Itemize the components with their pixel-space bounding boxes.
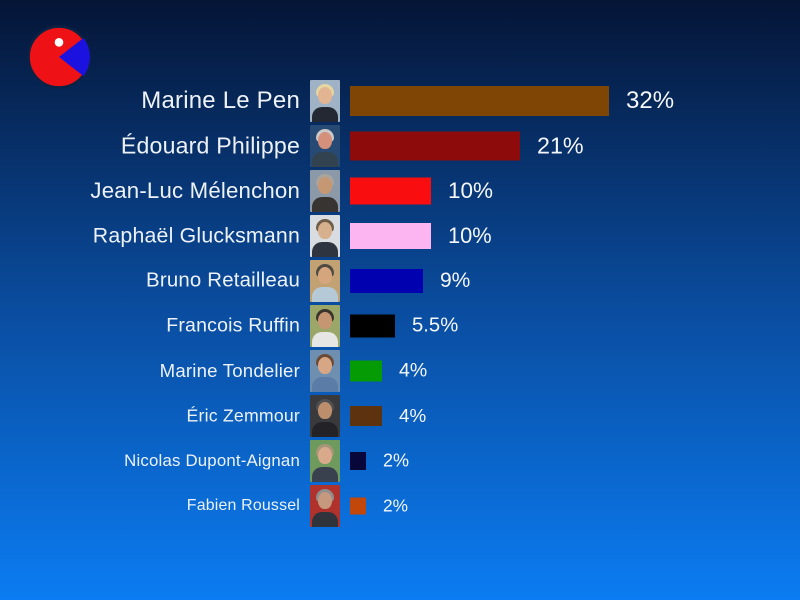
candidate-name: Marine Le Pen (141, 87, 300, 114)
candidate-photo (310, 485, 340, 527)
poll-value-label: 32% (626, 87, 675, 114)
photo-shoulders (312, 377, 338, 392)
poll-value-label: 9% (440, 269, 471, 292)
photo-face (318, 177, 332, 194)
poll-value-label: 21% (537, 132, 584, 159)
candidate-name: Fabien Roussel (186, 497, 300, 514)
photo-face (318, 402, 332, 419)
poll-value-label: 2% (383, 450, 410, 471)
photo-face (318, 87, 332, 104)
candidate-name: Raphaël Glucksmann (92, 223, 300, 248)
candidate-name: Jean-Luc Mélenchon (90, 178, 300, 203)
poll-value-label: 4% (399, 359, 428, 382)
poll-value-label: 2% (383, 495, 408, 516)
candidate-name: Éric Zemmour (186, 405, 300, 426)
poll-bar (350, 177, 431, 205)
poll-row: Marine Tondelier 4% (0, 348, 800, 394)
poll-row: Jean-Luc Mélenchon 10% (0, 168, 800, 214)
candidate-name: Bruno Retailleau (146, 269, 300, 292)
poll-row: Bruno Retailleau 9% (0, 258, 800, 304)
candidate-name: Édouard Philippe (120, 132, 300, 159)
poll-bar (350, 406, 382, 426)
candidate-name: Nicolas Dupont-Aignan (124, 451, 300, 470)
photo-face (318, 447, 332, 464)
pie-logo-wedge (59, 37, 90, 77)
poll-row: Éric Zemmour 4% (0, 393, 800, 439)
poll-value-label: 5.5% (412, 314, 459, 337)
pie-logo-icon (27, 25, 91, 89)
pie-logo-dot (54, 38, 64, 47)
candidate-photo (310, 170, 340, 212)
photo-shoulders (312, 242, 338, 257)
candidate-photo (310, 350, 340, 392)
candidate-photo (310, 440, 340, 482)
photo-shoulders (312, 197, 338, 212)
photo-face (318, 222, 332, 239)
poll-row: Fabien Roussel 2% (0, 483, 800, 529)
photo-shoulders (312, 422, 338, 437)
candidate-photo (310, 215, 340, 257)
photo-face (318, 267, 332, 284)
poll-row: Édouard Philippe 21% (0, 123, 800, 169)
candidate-photo (310, 395, 340, 437)
photo-shoulders (312, 467, 338, 482)
candidate-name: Marine Tondelier (159, 360, 300, 381)
photo-shoulders (312, 332, 338, 347)
poll-row: Raphaël Glucksmann 10% (0, 213, 800, 259)
photo-face (318, 132, 332, 149)
photo-shoulders (312, 512, 338, 527)
photo-shoulders (312, 287, 338, 302)
poll-bar (350, 223, 431, 249)
poll-bar (350, 269, 423, 293)
poll-row: Marine Le Pen 32% (0, 78, 800, 124)
candidate-photo (310, 305, 340, 347)
poll-row: Francois Ruffin 5.5% (0, 303, 800, 349)
poll-bar (350, 452, 366, 470)
poll-bar (350, 497, 366, 515)
photo-shoulders (312, 107, 338, 122)
poll-row: Nicolas Dupont-Aignan 2% (0, 438, 800, 484)
photo-shoulders (312, 152, 338, 167)
poll-bar (350, 314, 395, 338)
poll-bar (350, 86, 609, 116)
photo-face (318, 492, 332, 509)
photo-face (318, 312, 332, 329)
candidate-photo (310, 125, 340, 167)
poll-value-label: 10% (448, 223, 492, 248)
poll-value-label: 4% (399, 405, 427, 426)
poll-bar (350, 360, 382, 382)
candidate-photo (310, 80, 340, 122)
candidate-name: Francois Ruffin (166, 314, 300, 337)
photo-face (318, 357, 332, 374)
poll-bar (350, 131, 520, 161)
candidate-photo (310, 260, 340, 302)
poll-value-label: 10% (448, 178, 494, 203)
